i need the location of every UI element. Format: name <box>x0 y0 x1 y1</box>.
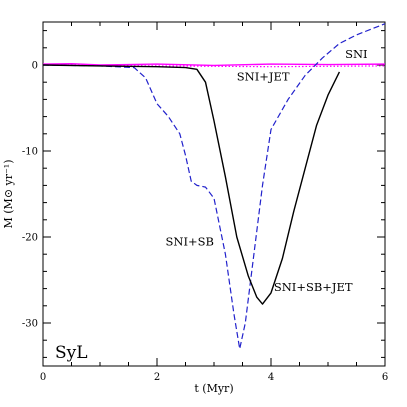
series-line-sni-jet <box>42 63 386 67</box>
panel-label: SyL <box>55 343 88 363</box>
series-layer <box>42 23 386 350</box>
x-tick-label: 2 <box>154 372 160 383</box>
x-tick-label: 4 <box>268 372 274 383</box>
plot-frame <box>42 21 386 367</box>
y-axis-label: M (M⊙ yr⁻¹) <box>2 159 15 228</box>
annotation-layer: SNI SNI+JET SNI+SB SNI+SB+JET <box>166 47 368 294</box>
annotation-label: SNI <box>345 47 367 61</box>
series-line-sni-sb <box>42 23 386 350</box>
annotation-label: SNI+SB <box>166 235 214 249</box>
x-axis-label: t (Myr) <box>194 382 233 395</box>
y-tick-label: -10 <box>22 147 38 158</box>
tick-labels: 0 2 4 6 0 -10 -20 -30 <box>22 61 388 384</box>
annotation-label: SNI+JET <box>237 69 290 83</box>
axes-frame <box>42 21 386 367</box>
series-line-sni-sb-jet <box>42 64 341 305</box>
y-tick-label: 0 <box>32 61 38 72</box>
y-tick-label: -20 <box>22 233 38 244</box>
y-tick-label: -30 <box>22 319 38 330</box>
tick-marks <box>42 22 386 366</box>
x-tick-label: 6 <box>382 372 388 383</box>
annotation-label: SNI+SB+JET <box>274 280 353 294</box>
x-tick-label: 0 <box>40 372 46 383</box>
